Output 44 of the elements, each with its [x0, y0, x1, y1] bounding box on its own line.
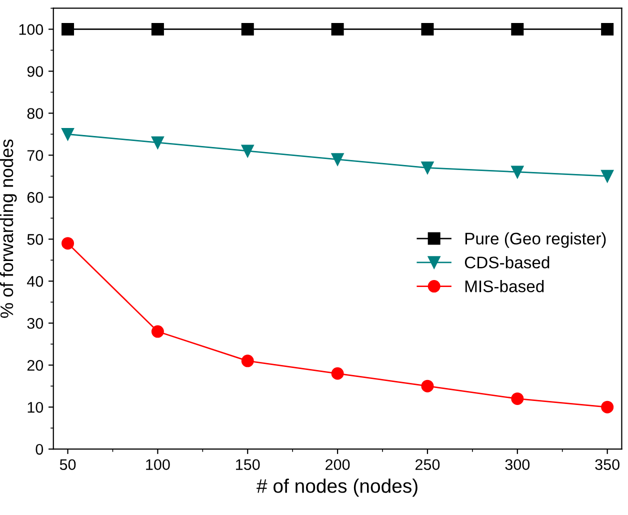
x-tick-label: 50 [60, 459, 76, 470]
point [421, 22, 434, 36]
legend-label: CDS-based [464, 256, 550, 268]
point [151, 325, 164, 338]
x-tick-label: 100 [146, 459, 170, 470]
y-tick-label: 30 [27, 318, 44, 329]
y-tick-label: 80 [27, 108, 44, 119]
point [511, 392, 524, 405]
point [151, 136, 164, 149]
legend-label: MIS-based [465, 280, 544, 292]
point [241, 144, 254, 158]
y-tick-label: 100 [19, 24, 44, 35]
point [241, 22, 254, 36]
x-tick-label: 300 [505, 459, 530, 470]
point [601, 170, 614, 182]
y-tick-label: 40 [27, 276, 44, 287]
point [601, 22, 614, 36]
y-tick-label: 10 [28, 402, 44, 413]
point [421, 162, 434, 174]
point [331, 367, 344, 380]
point [62, 22, 74, 36]
point [511, 22, 524, 36]
y-tick-label: 90 [27, 66, 44, 77]
point [331, 22, 344, 36]
y-tick-label: 50 [27, 234, 44, 245]
x-axis-title: # of nodes (nodes) [256, 478, 418, 497]
y-tick-label: 70 [27, 150, 44, 161]
point [331, 153, 344, 166]
point [62, 237, 74, 250]
point [421, 380, 434, 392]
x-tick-label: 350 [595, 459, 620, 470]
point [241, 354, 254, 368]
point [601, 400, 614, 414]
point [151, 22, 164, 36]
point [62, 128, 74, 140]
x-tick-label: 250 [416, 459, 440, 470]
x-tick-label: 200 [326, 459, 350, 470]
x-tick-label: 150 [236, 459, 260, 470]
legend-label: Pure (Geo register) [465, 232, 606, 248]
y-tick-label: 60 [27, 192, 44, 203]
y-tick-label: 20 [27, 360, 44, 371]
y-axis-title: % of forwarding nodes [0, 139, 17, 318]
y-tick-label: 0 [36, 444, 44, 455]
point [511, 166, 524, 178]
